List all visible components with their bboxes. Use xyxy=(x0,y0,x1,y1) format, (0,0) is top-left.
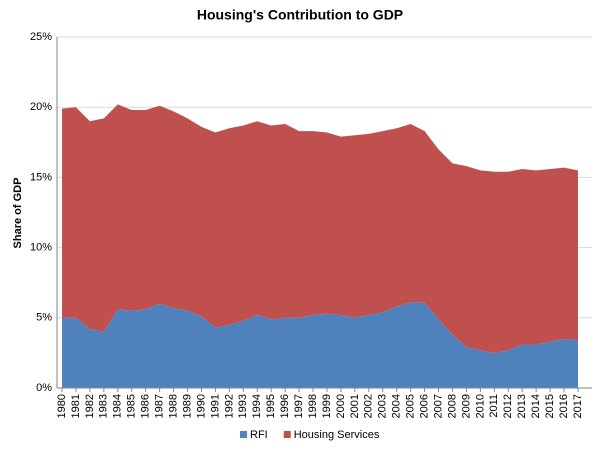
legend-swatch xyxy=(240,431,247,438)
x-tick-label: 1980 xyxy=(56,394,68,418)
x-tick-label: 2017 xyxy=(572,394,584,418)
x-tick-label: 2016 xyxy=(558,394,570,418)
x-tick-label: 2011 xyxy=(488,394,500,418)
x-tick-label: 2010 xyxy=(474,394,486,418)
x-tick-label: 2000 xyxy=(335,394,347,418)
x-tick-label: 1999 xyxy=(321,394,333,418)
y-tick-label: 10% xyxy=(30,242,52,254)
x-tick-label: 2002 xyxy=(363,394,375,418)
x-tick-label: 1987 xyxy=(154,394,166,418)
x-tick-label: 2003 xyxy=(377,394,389,418)
x-tick-label: 1988 xyxy=(167,394,179,418)
x-tick-label: 2004 xyxy=(391,394,403,418)
y-tick-label: 5% xyxy=(36,312,52,324)
x-tick-label: 1996 xyxy=(279,394,291,418)
x-tick-label: 1981 xyxy=(70,394,82,418)
x-tick-label: 1989 xyxy=(181,394,193,418)
x-tick-label: 2013 xyxy=(516,394,528,418)
y-tick-label: 20% xyxy=(30,101,52,113)
x-tick-label: 2006 xyxy=(419,394,431,418)
x-tick-label: 1984 xyxy=(112,394,124,418)
x-tick-label: 2001 xyxy=(349,394,361,418)
chart-title: Housing's Contribution to GDP xyxy=(197,7,403,23)
x-tick-label: 2012 xyxy=(502,394,514,418)
x-tick-label: 1991 xyxy=(209,394,221,418)
x-tick-label: 1992 xyxy=(223,394,235,418)
x-tick-label: 2015 xyxy=(544,394,556,418)
x-tick-label: 2009 xyxy=(460,394,472,418)
x-tick-label: 1983 xyxy=(98,394,110,418)
x-tick-label: 1982 xyxy=(84,394,96,418)
area xyxy=(62,104,578,353)
legend-label: RFI xyxy=(250,429,268,441)
x-tick-label: 2007 xyxy=(432,394,444,418)
y-axis-label: Share of GDP xyxy=(12,178,24,249)
x-tick-label: 1998 xyxy=(307,394,319,418)
area xyxy=(62,302,578,388)
x-tick-label: 1995 xyxy=(265,394,277,418)
y-tick-label: 25% xyxy=(30,31,52,43)
x-tick-label: 1994 xyxy=(251,394,263,418)
legend: RFI Housing Services xyxy=(240,429,380,441)
x-tick-label: 2008 xyxy=(446,394,458,418)
x-tick-label: 1985 xyxy=(126,394,138,418)
x-tick-label: 1993 xyxy=(237,394,249,418)
x-tick-label: 1986 xyxy=(140,394,152,418)
x-tick-label: 1997 xyxy=(293,394,305,418)
x-tick-label: 2005 xyxy=(405,394,417,418)
legend-label: Housing Services xyxy=(294,429,380,441)
x-tick-label: 1990 xyxy=(195,394,207,418)
y-tick-label: 15% xyxy=(30,171,52,183)
x-tick-label: 2014 xyxy=(530,394,542,418)
y-tick-label: 0% xyxy=(36,382,52,394)
legend-swatch xyxy=(283,431,291,438)
